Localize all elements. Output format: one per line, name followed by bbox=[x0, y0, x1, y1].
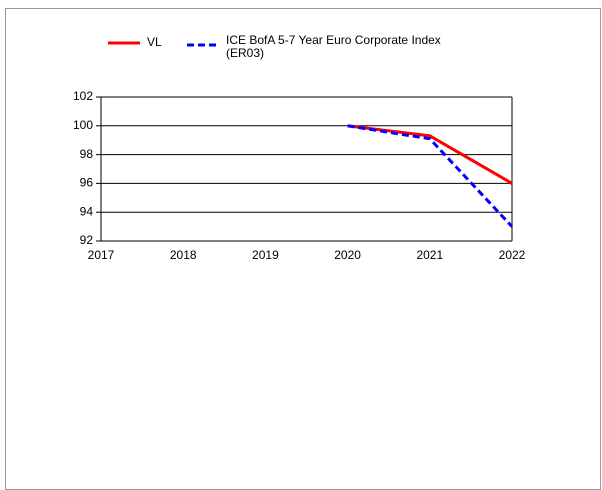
x-tick-label: 2021 bbox=[416, 248, 443, 262]
y-tick-label: 92 bbox=[80, 233, 94, 247]
x-tick-label: 2022 bbox=[499, 248, 526, 262]
y-tick-label: 102 bbox=[73, 89, 93, 103]
x-tick-label: 2017 bbox=[88, 248, 115, 262]
x-tick-label: 2019 bbox=[252, 248, 279, 262]
x-tick-label: 2018 bbox=[170, 248, 197, 262]
series-line bbox=[347, 124, 514, 228]
x-tick-label: 2020 bbox=[334, 248, 361, 262]
y-tick-label: 96 bbox=[80, 176, 94, 190]
legend-label: ICE BofA 5-7 Year Euro Corporate Index (… bbox=[226, 33, 441, 60]
y-tick-label: 94 bbox=[80, 204, 94, 218]
legend-label: VL bbox=[147, 35, 162, 49]
y-tick-label: 98 bbox=[80, 147, 94, 161]
y-tick-label: 100 bbox=[73, 118, 93, 132]
